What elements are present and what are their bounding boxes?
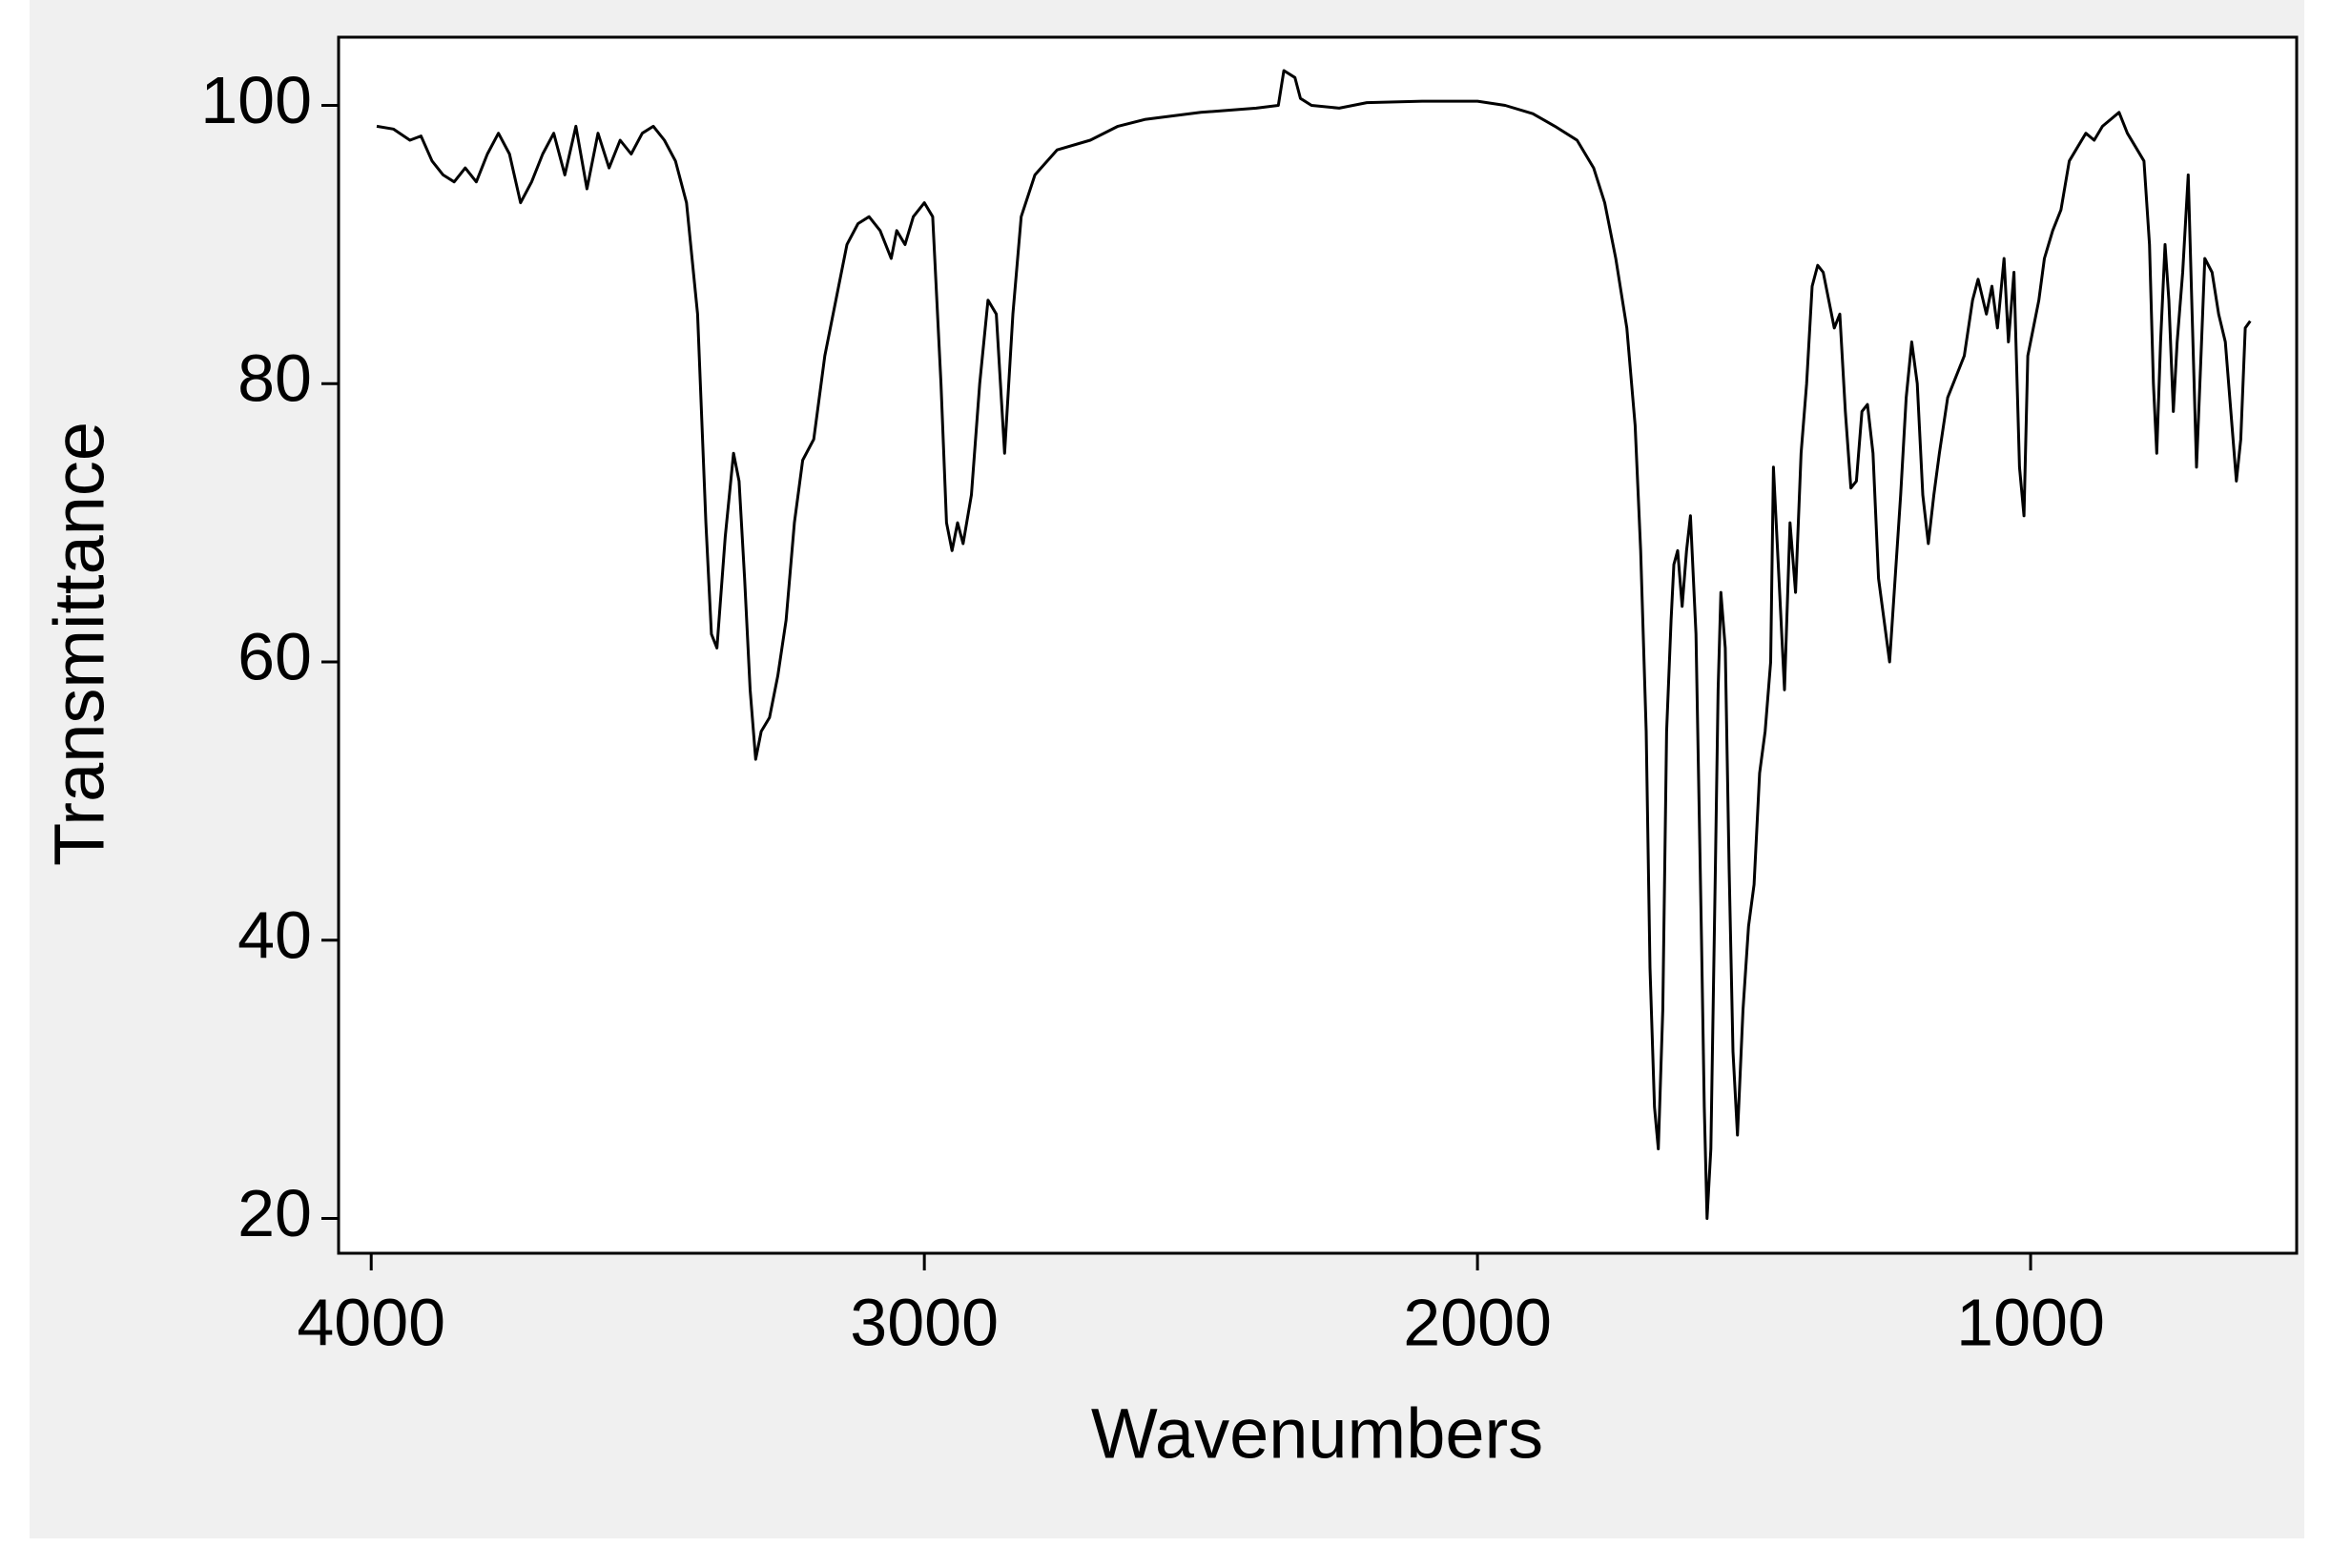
- spectrum-line: [376, 69, 2252, 1220]
- plot-area: [337, 35, 2299, 1255]
- y-tick-label: 80: [237, 341, 312, 416]
- y-tick-label: 100: [200, 63, 312, 137]
- y-tick-label: 20: [237, 1176, 312, 1250]
- y-axis-label: Transmittance: [40, 422, 119, 866]
- y-tick-label: 40: [237, 897, 312, 972]
- x-tick-label: 4000: [297, 1285, 445, 1359]
- x-tick-label: 1000: [1956, 1285, 2105, 1359]
- x-tick-label: 3000: [850, 1285, 999, 1359]
- x-axis-label: Wavenumbers: [1091, 1394, 1543, 1474]
- x-tick-label: 2000: [1403, 1285, 1552, 1359]
- y-tick-label: 60: [237, 619, 312, 693]
